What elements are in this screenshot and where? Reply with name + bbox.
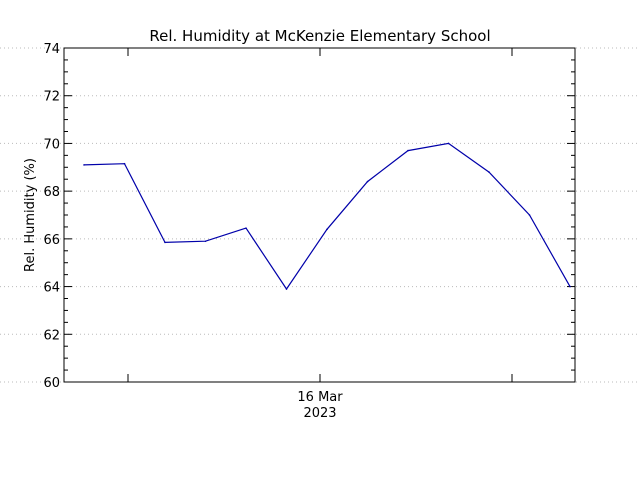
data-point [326,228,328,231]
data-point [569,285,571,288]
series-group [83,142,571,291]
y-tick-label: 64 [43,281,60,296]
y-tick-label: 72 [43,90,60,105]
grid-lines [0,47,640,383]
series-line [83,142,571,291]
y-ticks: 60 62 64 66 68 70 72 74 [43,42,575,391]
y-tick-label: 66 [43,233,60,248]
x-tick-label: 16 Mar [297,390,343,405]
data-point [407,149,409,152]
data-point [488,171,490,173]
data-point [447,142,450,145]
data-point [164,241,166,244]
data-point [123,162,126,165]
data-point [285,288,288,290]
y-tick-label: 60 [43,376,60,391]
plot-frame [63,47,576,383]
x-ticks [127,48,513,382]
data-point [528,214,531,216]
y-tick-label: 68 [43,185,60,200]
chart-title: Rel. Humidity at McKenzie Elementary Sch… [149,27,490,45]
y-axis-label: Rel. Humidity (%) [23,158,38,272]
y-tick-label: 70 [43,137,60,152]
x-tick-label-year: 2023 [303,406,336,421]
y-tick-label: 62 [43,328,60,343]
data-point [245,227,247,229]
data-point [366,180,369,183]
data-point [83,164,85,166]
data-point [204,240,207,243]
y-tick-label: 74 [43,42,60,57]
